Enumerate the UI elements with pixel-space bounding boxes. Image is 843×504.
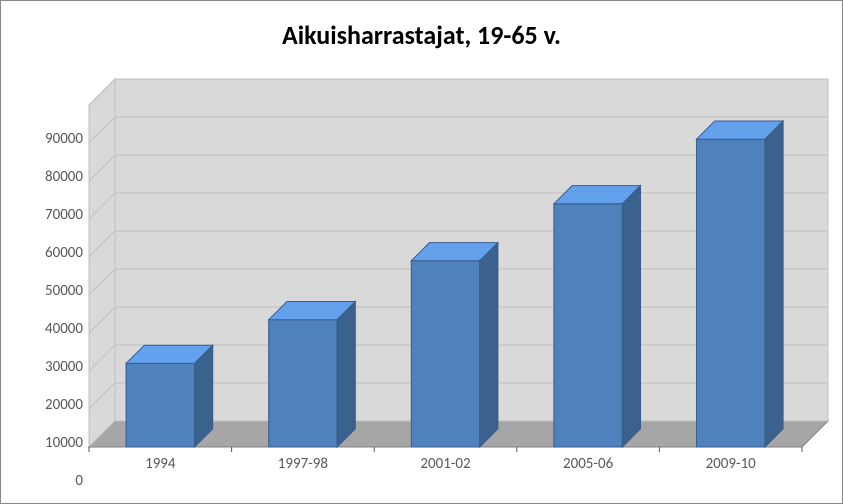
x-tick-label: 1997-98 [278, 455, 328, 473]
y-tick-label: 60000 [45, 244, 83, 262]
chart-body: 0100002000030000400005000060000700008000… [21, 79, 828, 481]
y-tick-label: 0 [75, 472, 83, 490]
x-tick-label: 2001-02 [420, 455, 470, 473]
x-tick-label: 2009-10 [706, 455, 756, 473]
y-tick-label: 50000 [45, 282, 83, 300]
x-tick-label: 2005-06 [563, 455, 613, 473]
bars-layer [89, 79, 828, 447]
chart-frame: Aikuisharrastajat, 19-65 v. Sarja1 01000… [0, 0, 843, 504]
plot-wrap: 1994 1997-98 2001-02 2005-06 2009-10 [89, 79, 828, 481]
y-tick-label: 80000 [45, 168, 83, 186]
y-tick-label: 20000 [45, 396, 83, 414]
x-tick-label: 1994 [145, 455, 175, 473]
y-tick-label: 40000 [45, 320, 83, 338]
y-tick-label: 90000 [45, 130, 83, 148]
y-tick-label: 30000 [45, 358, 83, 376]
x-axis: 1994 1997-98 2001-02 2005-06 2009-10 [89, 451, 828, 481]
y-axis: 0100002000030000400005000060000700008000… [21, 79, 89, 481]
chart-title: Aikuisharrastajat, 19-65 v. [13, 19, 830, 51]
y-tick-label: 70000 [45, 206, 83, 224]
y-tick-label: 10000 [45, 434, 83, 452]
plot-area [89, 79, 828, 447]
